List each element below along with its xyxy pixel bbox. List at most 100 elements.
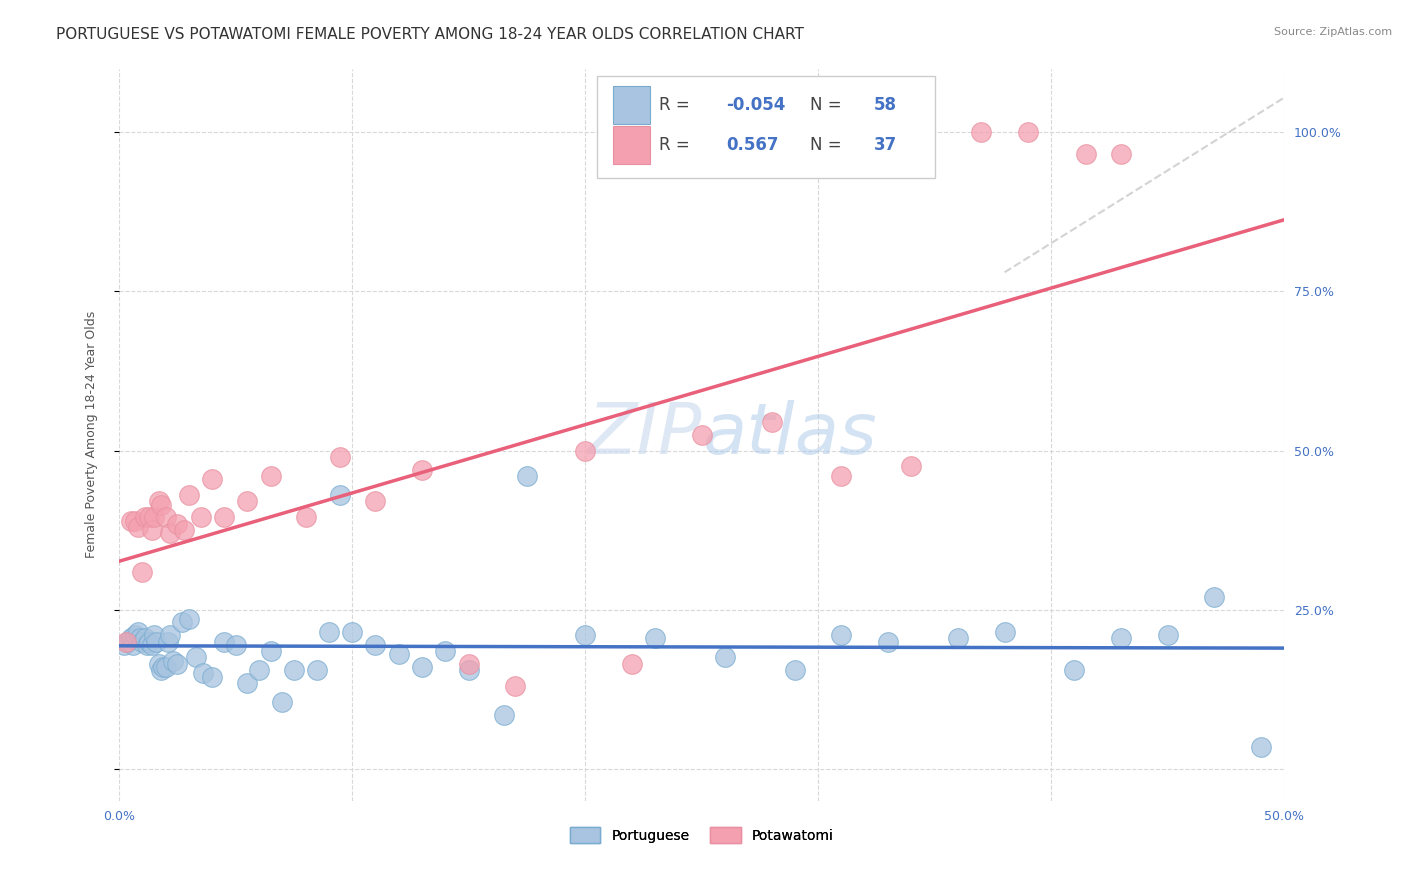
Text: R =: R = <box>658 96 695 114</box>
Point <box>946 632 969 646</box>
Point <box>236 676 259 690</box>
Point <box>307 663 329 677</box>
Point <box>166 516 188 531</box>
Text: ZIP: ZIP <box>588 401 702 469</box>
Point <box>138 634 160 648</box>
Point <box>1157 628 1180 642</box>
Point <box>143 510 166 524</box>
Point <box>117 634 139 648</box>
Point <box>247 663 270 677</box>
Point <box>190 510 212 524</box>
Point <box>761 415 783 429</box>
Point <box>877 634 900 648</box>
Point <box>434 644 457 658</box>
Point <box>1109 147 1132 161</box>
Point <box>150 663 173 677</box>
Point <box>1017 125 1039 139</box>
Point <box>148 657 170 671</box>
FancyBboxPatch shape <box>613 127 651 164</box>
Point <box>283 663 305 677</box>
Text: N =: N = <box>810 96 846 114</box>
Point <box>124 628 146 642</box>
Point <box>970 125 993 139</box>
Point <box>115 634 138 648</box>
Point <box>201 670 224 684</box>
Point <box>516 469 538 483</box>
Point <box>131 634 153 648</box>
FancyBboxPatch shape <box>596 76 935 178</box>
Point <box>120 632 142 646</box>
Point <box>159 526 181 541</box>
Point <box>162 654 184 668</box>
Point <box>1063 663 1085 677</box>
Point <box>212 510 235 524</box>
Point <box>620 657 643 671</box>
Point <box>574 443 596 458</box>
Point <box>191 666 214 681</box>
Point <box>212 634 235 648</box>
Point <box>411 463 433 477</box>
Point <box>783 663 806 677</box>
Point <box>340 625 363 640</box>
Point <box>148 494 170 508</box>
Point <box>157 634 180 648</box>
Point <box>225 638 247 652</box>
Point <box>134 510 156 524</box>
Point <box>201 472 224 486</box>
Point <box>141 523 163 537</box>
Point <box>184 650 207 665</box>
Point <box>492 707 515 722</box>
Point <box>271 695 294 709</box>
Point <box>143 628 166 642</box>
Point <box>1250 739 1272 754</box>
Point <box>150 498 173 512</box>
Point <box>993 625 1015 640</box>
Point <box>173 523 195 537</box>
Point <box>259 644 281 658</box>
Point <box>155 510 177 524</box>
Point <box>124 514 146 528</box>
Point <box>714 650 737 665</box>
FancyBboxPatch shape <box>613 87 651 124</box>
Point <box>127 520 149 534</box>
Text: R =: R = <box>658 136 695 154</box>
Point <box>166 657 188 671</box>
Point <box>122 638 145 652</box>
Point <box>329 488 352 502</box>
Point <box>388 648 411 662</box>
Point <box>141 638 163 652</box>
Point <box>170 615 193 630</box>
Point <box>457 657 479 671</box>
Point <box>830 469 852 483</box>
Point <box>574 628 596 642</box>
Legend: Portuguese, Potawatomi: Portuguese, Potawatomi <box>564 822 839 848</box>
Point <box>457 663 479 677</box>
Point <box>830 628 852 642</box>
Text: N =: N = <box>810 136 846 154</box>
Point <box>152 660 174 674</box>
Text: -0.054: -0.054 <box>725 96 786 114</box>
Text: PORTUGUESE VS POTAWATOMI FEMALE POVERTY AMONG 18-24 YEAR OLDS CORRELATION CHART: PORTUGUESE VS POTAWATOMI FEMALE POVERTY … <box>56 27 804 42</box>
Point <box>411 660 433 674</box>
Point <box>112 638 135 652</box>
Point <box>1204 590 1226 604</box>
Point <box>136 638 159 652</box>
Text: 37: 37 <box>875 136 897 154</box>
Point <box>329 450 352 464</box>
Point <box>259 469 281 483</box>
Point <box>145 634 167 648</box>
Text: 58: 58 <box>875 96 897 114</box>
Point <box>1074 147 1097 161</box>
Text: atlas: atlas <box>702 401 876 469</box>
Point <box>127 625 149 640</box>
Y-axis label: Female Poverty Among 18-24 Year Olds: Female Poverty Among 18-24 Year Olds <box>86 311 98 558</box>
Point <box>138 510 160 524</box>
Point <box>364 494 387 508</box>
Point <box>134 632 156 646</box>
Text: Source: ZipAtlas.com: Source: ZipAtlas.com <box>1274 27 1392 37</box>
Point <box>120 514 142 528</box>
Point <box>503 679 526 693</box>
Point <box>129 632 152 646</box>
Point <box>644 632 666 646</box>
Point <box>159 628 181 642</box>
